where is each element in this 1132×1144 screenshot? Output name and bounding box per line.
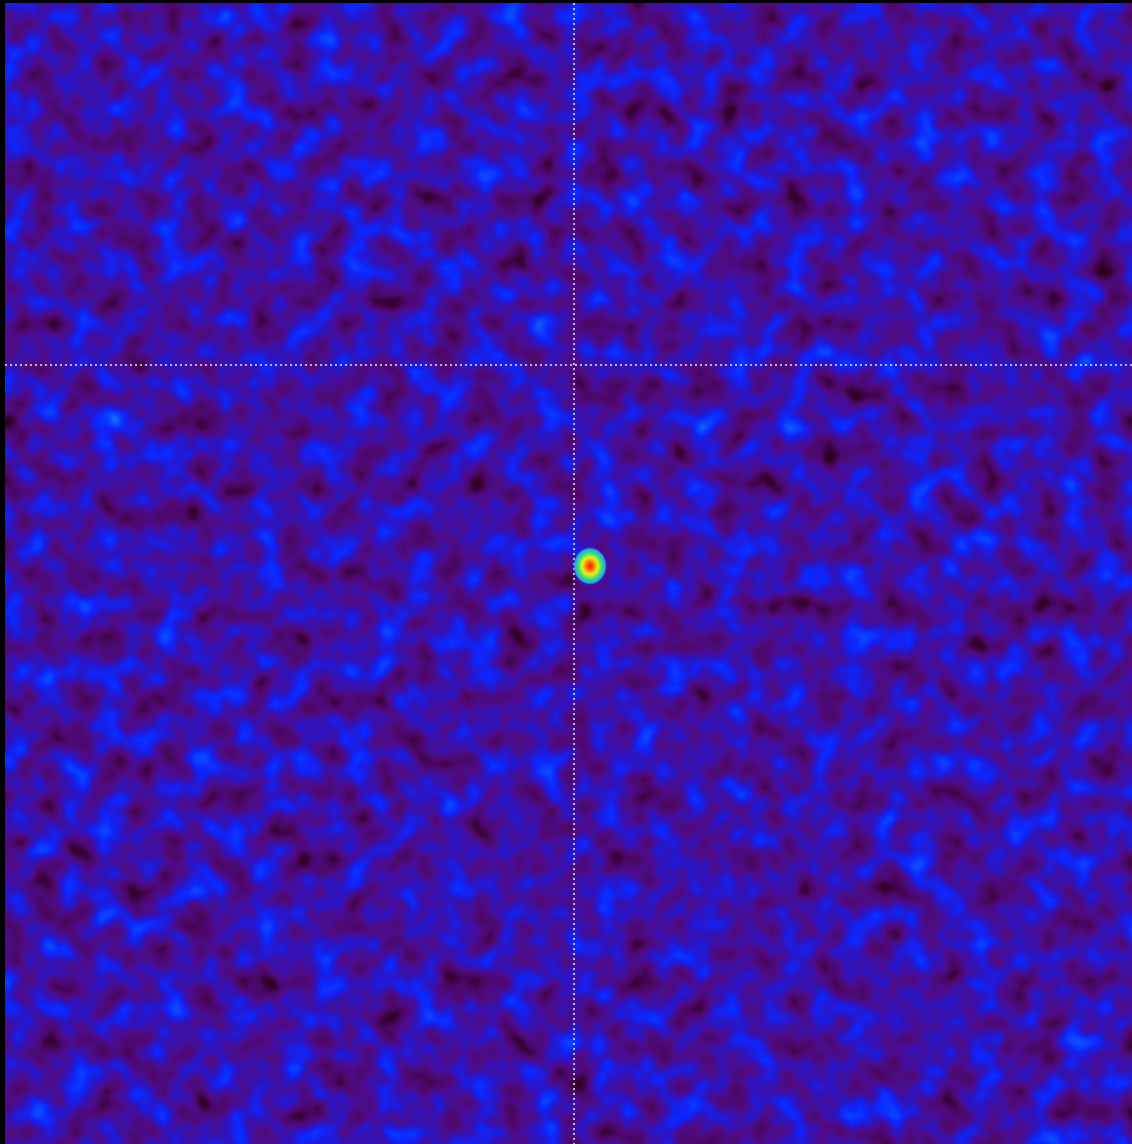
noise-field [5, 3, 1132, 1144]
page [0, 0, 1132, 1144]
sky-image [0, 0, 1132, 1144]
bright-source [573, 547, 607, 585]
